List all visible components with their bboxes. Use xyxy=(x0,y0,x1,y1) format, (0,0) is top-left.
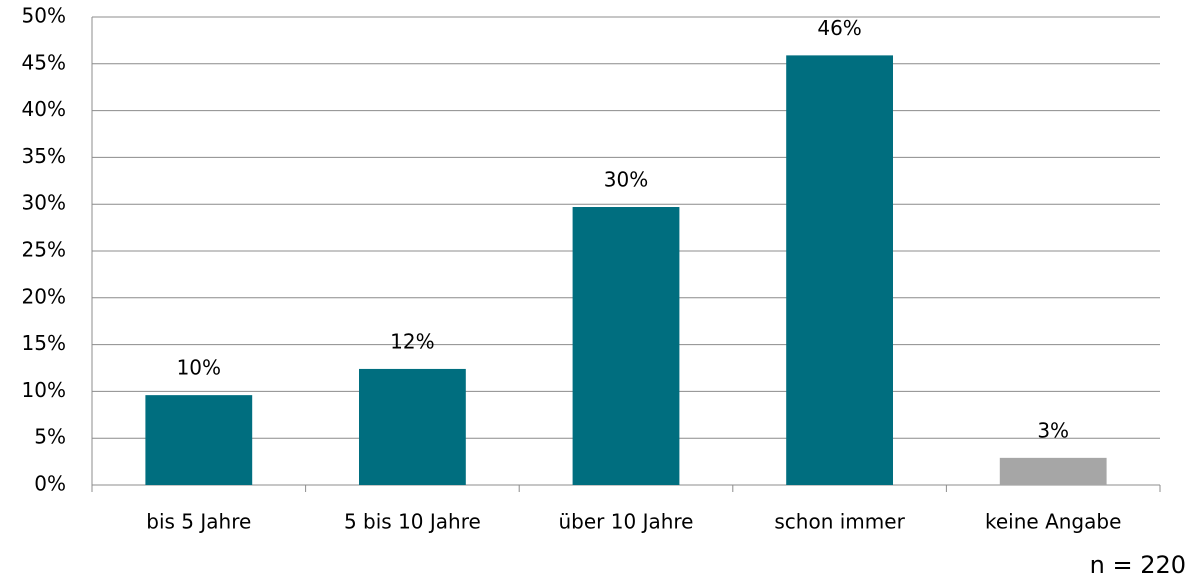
y-tick-label: 35% xyxy=(22,144,66,168)
y-tick-label: 15% xyxy=(22,331,66,355)
bar xyxy=(999,457,1107,485)
y-tick-label: 50% xyxy=(22,4,66,28)
bar xyxy=(145,395,253,485)
value-label: 3% xyxy=(1037,418,1069,442)
x-tick-label: über 10 Jahre xyxy=(559,510,694,534)
x-tick-label: bis 5 Jahre xyxy=(146,510,251,534)
y-tick-label: 10% xyxy=(22,378,66,402)
x-tick-label: schon immer xyxy=(774,510,905,534)
y-tick-label: 40% xyxy=(22,97,66,121)
x-tick-label: keine Angabe xyxy=(985,510,1121,534)
y-tick-label: 45% xyxy=(22,50,66,74)
bar xyxy=(786,55,893,485)
bar xyxy=(572,207,680,485)
bar xyxy=(359,368,466,485)
value-label: 46% xyxy=(817,16,861,40)
y-tick-label: 0% xyxy=(34,472,66,496)
sample-size: n = 220 xyxy=(1090,551,1186,579)
value-label: 12% xyxy=(390,329,434,353)
x-tick-label: 5 bis 10 Jahre xyxy=(344,510,481,534)
y-tick-label: 30% xyxy=(22,191,66,215)
value-label: 10% xyxy=(177,356,221,380)
value-label: 30% xyxy=(604,168,648,192)
y-tick-label: 25% xyxy=(22,238,66,262)
y-tick-label: 5% xyxy=(34,425,66,449)
y-tick-label: 20% xyxy=(22,284,66,308)
